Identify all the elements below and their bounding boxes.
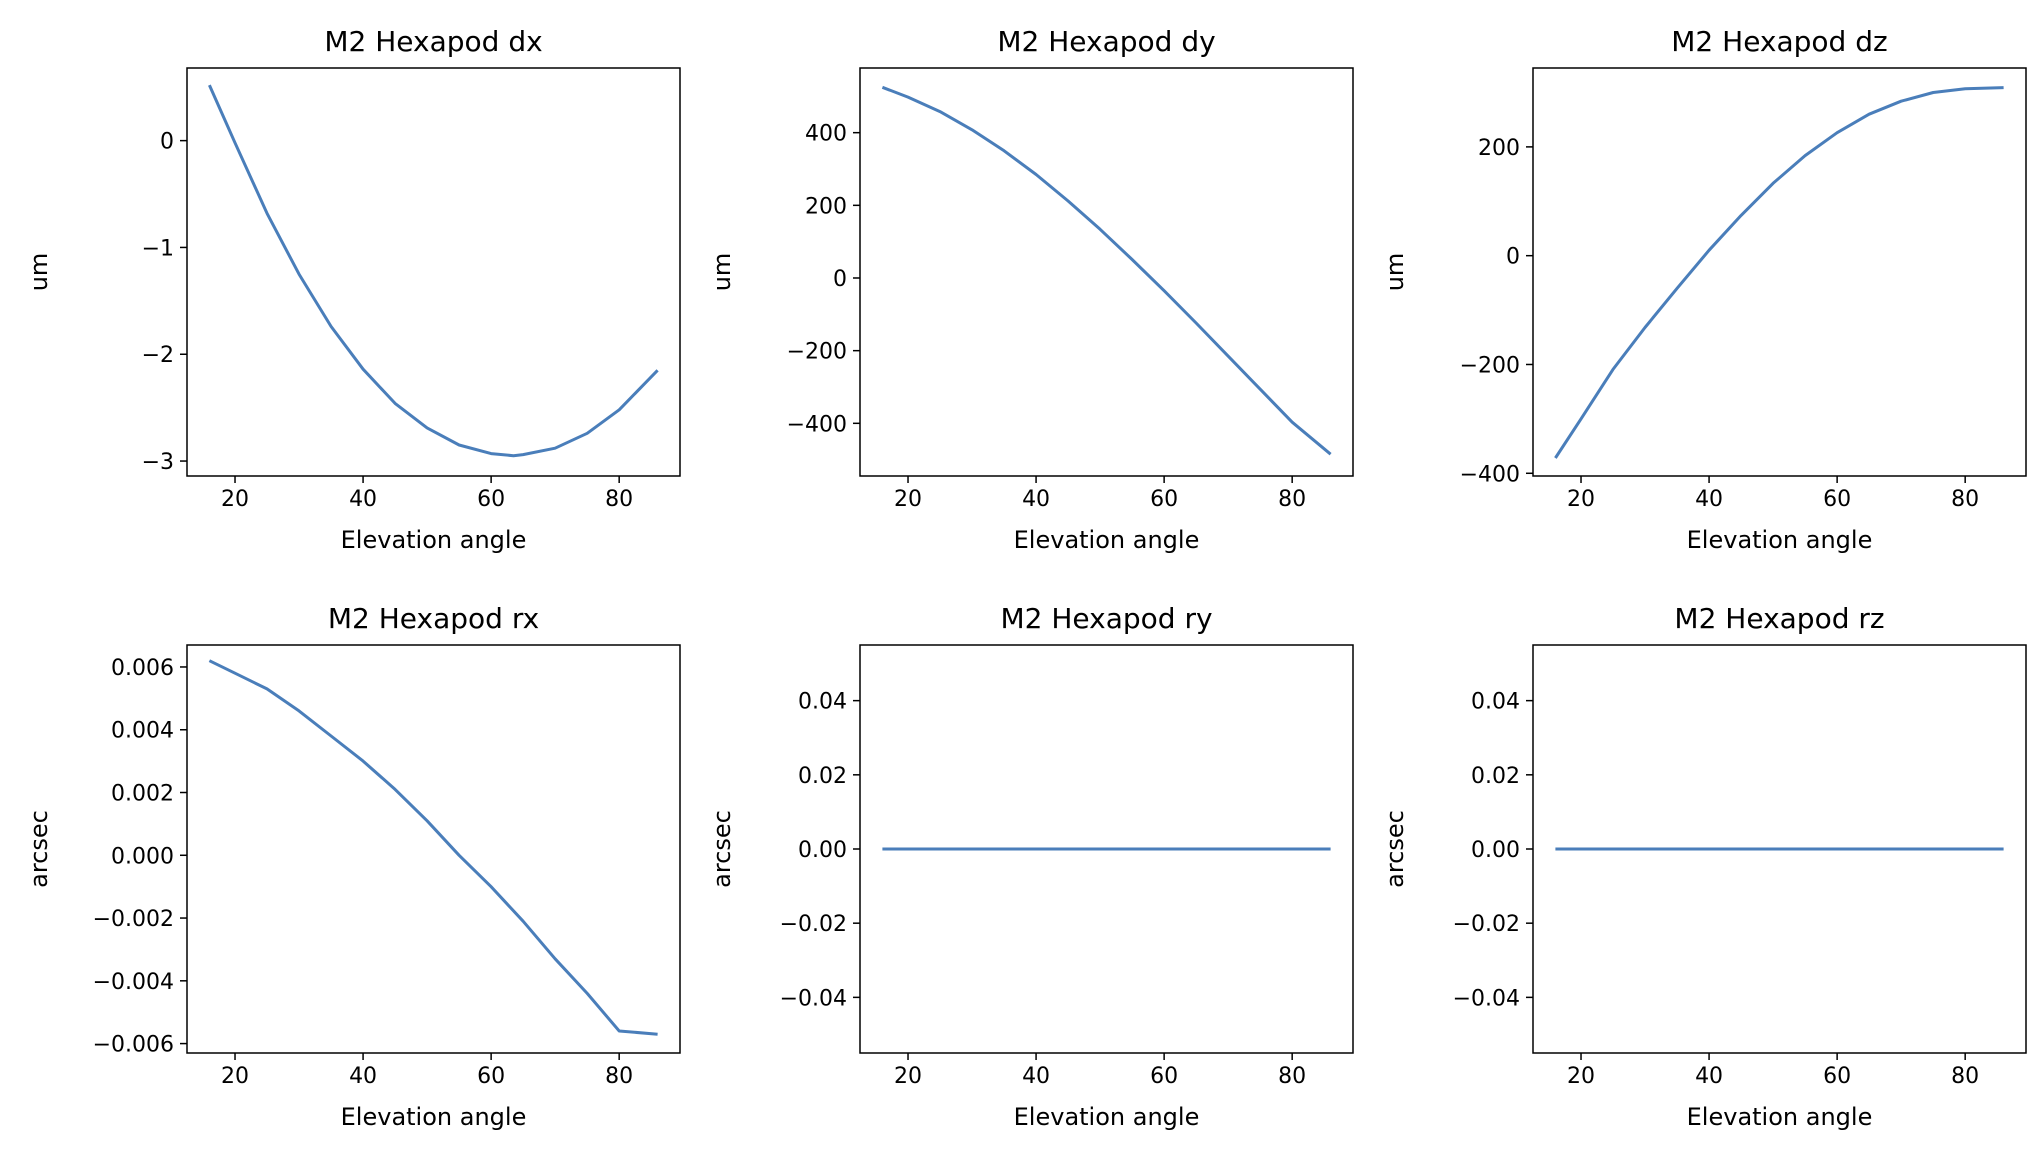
x-tick-label: 40 [349, 487, 377, 512]
chart-title: M2 Hexapod dy [997, 25, 1215, 58]
y-tick-label: −1 [142, 236, 174, 261]
subplot: M2 Hexapod dy 20 40 60 80 400 200 0 −200 −400 Elev… [708, 25, 1354, 554]
y-tick-label: 200 [805, 194, 847, 219]
x-tick-label: 20 [1567, 1064, 1595, 1089]
y-axis-label: arcsec [25, 810, 53, 888]
y-tick-label: −0.02 [1453, 912, 1520, 937]
x-tick-label: 80 [605, 1064, 633, 1089]
x-axis-label: Elevation angle [1687, 1103, 1873, 1131]
x-axis-label: Elevation angle [1014, 526, 1200, 554]
axes-frame [859, 67, 1354, 477]
subplot: M2 Hexapod dz 20 40 60 80 200 0 −200 −400 Elevati… [1381, 25, 2027, 554]
y-tick-label: −400 [787, 412, 847, 437]
y-tick-label: −0.04 [780, 986, 847, 1011]
x-tick-label: 80 [1951, 487, 1979, 512]
chart-title: M2 Hexapod rz [1674, 602, 1884, 635]
subplot: M2 Hexapod rz 20 40 60 80 0.04 0.02 0.00 −0.02 −0… [1381, 602, 2027, 1131]
y-axis-label: um [1381, 253, 1409, 292]
y-tick-label: −200 [787, 340, 847, 365]
subplot: M2 Hexapod ry 20 40 60 80 0.04 0.02 0.00 −0.02 −0… [708, 602, 1354, 1131]
y-tick-label: 0.004 [111, 719, 174, 744]
y-tick-label: 200 [1478, 136, 1520, 161]
y-tick-label: 0 [160, 130, 174, 155]
x-tick-label: 80 [605, 487, 633, 512]
series-line [881, 85, 1332, 456]
x-tick-label: 80 [1278, 487, 1306, 512]
y-tick-label: 400 [805, 122, 847, 147]
x-tick-label: 40 [1695, 1064, 1723, 1089]
x-tick-label: 40 [1022, 1064, 1050, 1089]
x-tick-label: 40 [1022, 487, 1050, 512]
x-tick-label: 40 [349, 1064, 377, 1089]
subplot: M2 Hexapod dx 20 40 60 80 0 −1 −2 −3 Elevation an… [25, 25, 681, 554]
y-tick-label: 0 [1506, 245, 1520, 270]
y-tick-label: −2 [142, 343, 174, 368]
chart-title: M2 Hexapod dx [324, 25, 542, 58]
x-axis-label: Elevation angle [341, 1103, 527, 1131]
series-line [1554, 86, 2004, 459]
series-line [208, 84, 659, 458]
x-axis-label: Elevation angle [341, 526, 527, 554]
x-tick-label: 60 [1150, 1064, 1178, 1089]
x-tick-label: 60 [1150, 487, 1178, 512]
x-tick-label: 80 [1951, 1064, 1979, 1089]
chart-title: M2 Hexapod dz [1671, 25, 1887, 58]
y-tick-label: 0.00 [798, 838, 847, 863]
y-tick-label: 0.02 [798, 764, 847, 789]
y-tick-label: 0.00 [1471, 838, 1520, 863]
chart-title: M2 Hexapod rx [328, 602, 539, 635]
y-tick-label: −3 [142, 450, 174, 475]
x-tick-label: 20 [894, 1064, 922, 1089]
axes-frame [186, 67, 681, 477]
y-tick-label: 0.02 [1471, 764, 1520, 789]
x-tick-label: 60 [1823, 1064, 1851, 1089]
y-tick-label: −0.02 [780, 912, 847, 937]
y-axis-label: arcsec [708, 810, 736, 888]
y-axis-label: um [708, 253, 736, 292]
x-tick-label: 60 [477, 1064, 505, 1089]
y-tick-label: 0.002 [111, 782, 174, 807]
series-line [208, 659, 658, 1036]
x-tick-label: 60 [1823, 487, 1851, 512]
x-axis-label: Elevation angle [1014, 1103, 1200, 1131]
y-axis-label: um [25, 253, 53, 292]
y-axis-label: arcsec [1381, 810, 1409, 888]
y-tick-label: −0.04 [1453, 986, 1520, 1011]
y-tick-label: 0.04 [1471, 690, 1520, 715]
x-tick-label: 20 [1567, 487, 1595, 512]
x-tick-label: 40 [1695, 487, 1723, 512]
y-tick-label: −0.004 [93, 970, 174, 995]
x-tick-label: 20 [221, 487, 249, 512]
x-tick-label: 80 [1278, 1064, 1306, 1089]
y-tick-label: 0.000 [111, 844, 174, 869]
x-tick-label: 60 [477, 487, 505, 512]
axes-frame [186, 644, 681, 1054]
y-tick-label: −400 [1460, 462, 1520, 487]
y-tick-label: 0.04 [798, 690, 847, 715]
x-tick-label: 20 [894, 487, 922, 512]
axes-frame [1532, 67, 2027, 477]
y-tick-label: −200 [1460, 353, 1520, 378]
y-tick-label: −0.006 [93, 1033, 174, 1058]
y-tick-label: −0.002 [93, 907, 174, 932]
y-tick-label: 0.006 [111, 656, 174, 681]
x-axis-label: Elevation angle [1687, 526, 1873, 554]
chart-title: M2 Hexapod ry [1000, 602, 1212, 635]
y-tick-label: 0 [833, 267, 847, 292]
x-tick-label: 20 [221, 1064, 249, 1089]
subplot: M2 Hexapod rx 20 40 60 80 0.006 0.004 0.002 0.00… [25, 602, 681, 1131]
